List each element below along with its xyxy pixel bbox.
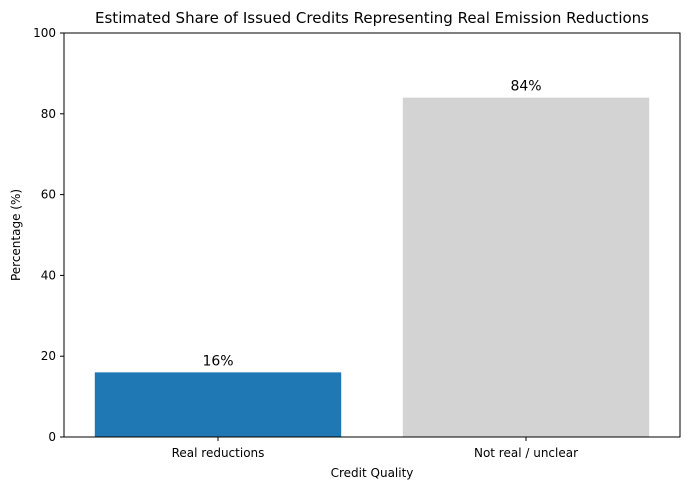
bars (94, 97, 650, 437)
y-tick-label: 40 (41, 268, 56, 282)
bar-1 (402, 97, 650, 437)
y-tick-label: 80 (41, 107, 56, 121)
x-axis-label: Credit Quality (331, 466, 414, 480)
y-tick-label: 0 (48, 430, 56, 444)
data-labels: 16% 84% (202, 79, 541, 370)
y-axis-label: Percentage (%) (9, 189, 23, 281)
y-tick-label: 100 (33, 26, 56, 40)
y-axis-ticks: 0 20 40 60 80 100 (33, 26, 64, 444)
plot-frame (63, 32, 681, 438)
bar-value-label-1: 84% (510, 79, 541, 95)
x-tick-label: Real reductions (172, 446, 265, 460)
y-tick-label: 20 (41, 349, 56, 363)
bar-0 (94, 372, 342, 437)
y-tick-label: 60 (41, 188, 56, 202)
chart-title: Estimated Share of Issued Credits Repres… (95, 9, 649, 27)
x-tick-label: Not real / unclear (474, 446, 578, 460)
x-axis-ticks: Real reductions Not real / unclear (172, 437, 578, 460)
bar-value-label-0: 16% (202, 353, 233, 369)
